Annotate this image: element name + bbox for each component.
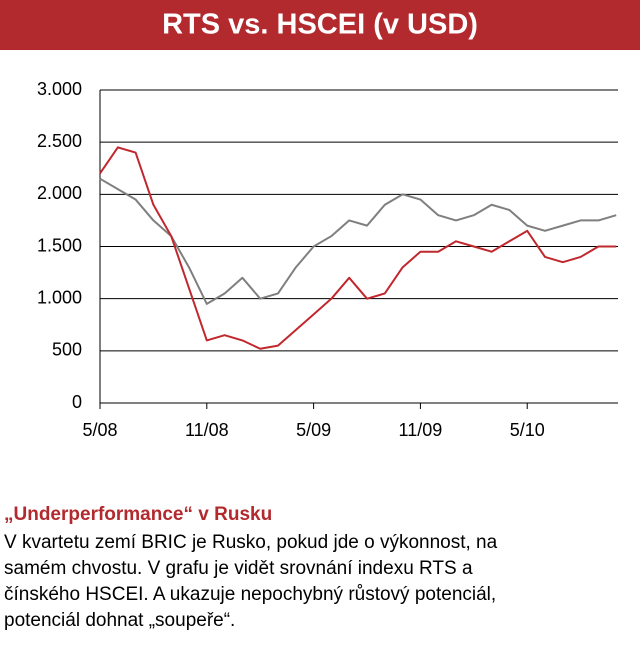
y-tick-label: 1.500: [37, 235, 82, 255]
y-tick-label: 3.000: [37, 79, 82, 99]
y-tick-label: 500: [52, 340, 82, 360]
y-tick-label: 1.000: [37, 287, 82, 307]
y-tick-label: 2.500: [37, 131, 82, 151]
x-tick-label: 5/08: [82, 420, 117, 440]
article-line: V kvartetu zemí BRIC je Rusko, pokud jde…: [4, 532, 498, 553]
article-heading: „Underperformance“ v Rusku: [4, 504, 273, 525]
article-line: potenciál dohnat „soupeře“.: [4, 610, 236, 631]
article-line: samém chvostu. V grafu je vidět srovnání…: [4, 558, 473, 579]
chart-title: RTS vs. HSCEI (v USD): [162, 9, 478, 41]
x-tick-label: 11/08: [185, 420, 229, 440]
chart: RTS vs. HSCEI (v USD) 0 500 1.000 1.500 2.00…: [0, 0, 640, 440]
y-tick-label: 0: [72, 392, 82, 412]
series-line: [99, 177, 617, 305]
article: „Underperformance“ v Rusku V kvartetu ze…: [4, 504, 640, 634]
series-line: [99, 146, 617, 350]
y-tick-label: 2.000: [37, 183, 82, 203]
x-tick-label: 11/09: [399, 420, 443, 440]
x-tick-label: 5/10: [510, 420, 545, 440]
x-tick-label: 5/09: [296, 420, 331, 440]
title-bar: [0, 0, 640, 50]
article-line: čínského HSCEI. A ukazuje nepochybný růs…: [4, 584, 497, 605]
